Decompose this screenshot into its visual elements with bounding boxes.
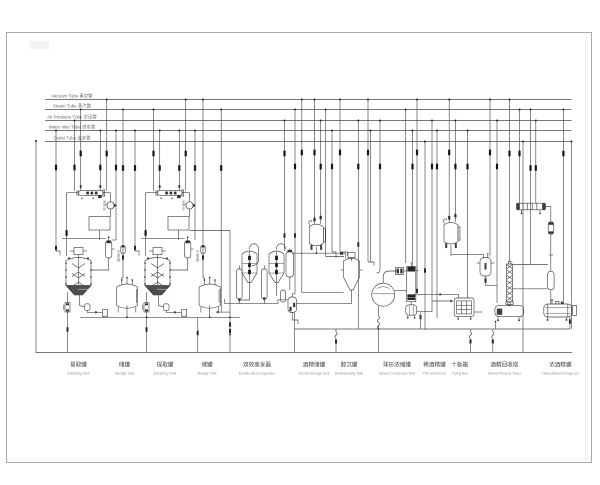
svg-text:Water Inlet Tube 进水管: Water Inlet Tube 进水管 [49, 124, 96, 131]
svg-text:Vacuum Tube 真空管: Vacuum Tube 真空管 [51, 93, 93, 100]
svg-text:Extracting Tank: Extracting Tank [67, 372, 90, 376]
svg-text:Dimensionally Tank: Dimensionally Tank [335, 372, 364, 376]
svg-text:泵: 泵 [182, 206, 185, 211]
svg-text:稀酒精罐: 稀酒精罐 [423, 361, 446, 369]
svg-text:泵: 泵 [103, 206, 106, 211]
svg-text:冷: 冷 [117, 249, 121, 254]
svg-text:器: 器 [117, 258, 121, 262]
svg-text:Steam Tube 蒸汽管: Steam Tube 蒸汽管 [53, 103, 92, 110]
svg-text:Alcohol Recycle Tower: Alcohol Recycle Tower [488, 372, 522, 376]
svg-text:循: 循 [103, 199, 106, 204]
svg-text:Outlet Tube 出水管: Outlet Tube 出水管 [53, 135, 91, 142]
svg-text:提取罐: 提取罐 [70, 361, 87, 369]
svg-text:Storage Tank: Storage Tank [115, 372, 135, 376]
svg-text:凝: 凝 [196, 253, 200, 258]
svg-text:Double-effect evaporator: Double-effect evaporator [239, 372, 276, 376]
svg-text:Alcohol Storage Tank: Alcohol Storage Tank [298, 372, 329, 376]
svg-text:浓酒精罐: 浓酒精罐 [549, 361, 572, 369]
svg-text:Sphere Condensed Tank: Sphere Condensed Tank [379, 372, 416, 376]
svg-text:酒精储罐: 酒精储罐 [303, 361, 326, 369]
svg-text:冷: 冷 [196, 249, 200, 254]
svg-text:Storage Tank: Storage Tank [197, 372, 217, 376]
svg-text:十板箱: 十板箱 [451, 361, 468, 369]
svg-text:储罐: 储罐 [119, 361, 131, 369]
svg-text:提取罐: 提取罐 [157, 361, 174, 369]
svg-text:Extracting Tank: Extracting Tank [154, 372, 177, 376]
svg-text:凝: 凝 [117, 253, 121, 258]
svg-text:醇沉罐: 醇沉罐 [341, 361, 358, 369]
svg-text:球形浓缩罐: 球形浓缩罐 [383, 361, 411, 369]
svg-text:酒精回收塔: 酒精回收塔 [490, 361, 518, 369]
svg-text:Drying Box: Drying Box [452, 372, 468, 376]
svg-text:循: 循 [182, 199, 185, 204]
svg-text:Thick ethanol storage pot: Thick ethanol storage pot [542, 372, 579, 376]
svg-text:双效蒸发器: 双效蒸发器 [243, 361, 271, 369]
svg-text:器: 器 [196, 258, 200, 262]
svg-text:储罐: 储罐 [201, 361, 213, 369]
svg-text:环: 环 [103, 204, 106, 208]
svg-text:Thin alcohol pot: Thin alcohol pot [423, 372, 446, 376]
svg-text:环: 环 [182, 204, 185, 208]
svg-text:Air Pressure Tube 空压管: Air Pressure Tube 空压管 [47, 114, 97, 121]
